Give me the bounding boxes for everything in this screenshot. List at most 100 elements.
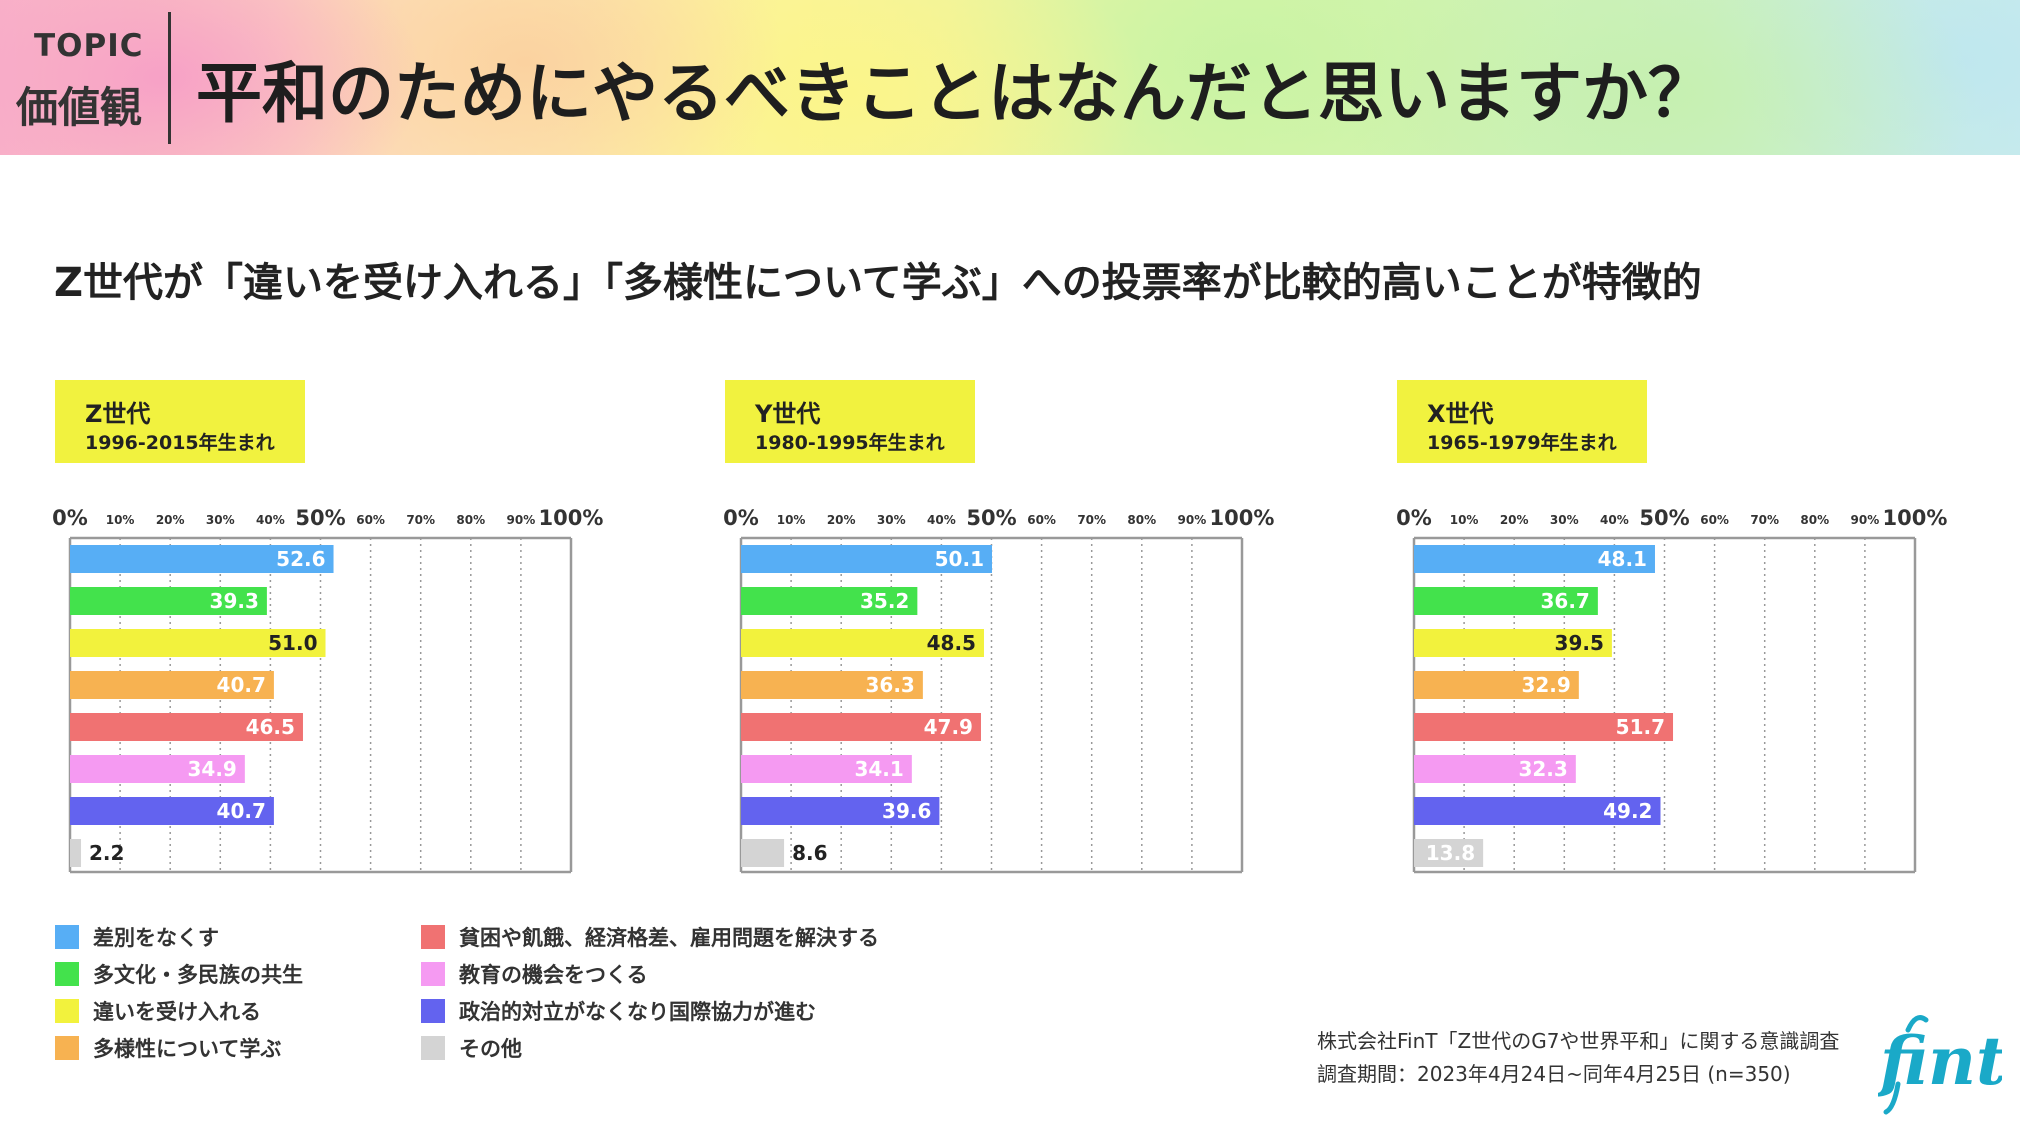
x-tick-label: 40% [1600, 513, 1629, 527]
legend-item: 差別をなくす [55, 922, 219, 952]
x-tick-label: 0% [723, 506, 759, 530]
x-tick-label: 40% [927, 513, 956, 527]
x-tick-label: 90% [1178, 513, 1207, 527]
x-tick-label: 10% [106, 513, 135, 527]
data-label: 32.3 [1518, 757, 1567, 781]
x-tick-label: 30% [877, 513, 906, 527]
x-tick-label: 70% [1077, 513, 1106, 527]
data-label: 46.5 [246, 715, 295, 739]
data-label: 13.8 [1426, 841, 1475, 865]
legend-swatch [55, 962, 79, 986]
x-tick-label: 100% [539, 506, 604, 530]
legend-swatch [55, 999, 79, 1023]
bar [70, 629, 326, 657]
page-title: 平和のためにやるべきことはなんだと思いますか？ [196, 55, 1714, 132]
data-label: 47.9 [924, 715, 973, 739]
x-tick-label: 80% [1800, 513, 1829, 527]
x-tick-label: 40% [256, 513, 285, 527]
data-label: 8.6 [792, 841, 827, 865]
legend-label: 差別をなくす [93, 926, 219, 950]
x-tick-label: 20% [156, 513, 185, 527]
legend-item: その他 [421, 1033, 522, 1063]
topic-label: TOPIC [34, 28, 144, 64]
legend-label: 多様性について学ぶ [93, 1037, 282, 1061]
x-tick-label: 10% [1450, 513, 1479, 527]
generation-name: X世代 [1427, 400, 1494, 428]
generation-name: Z世代 [85, 400, 151, 428]
x-tick-label: 70% [406, 513, 435, 527]
bar [70, 797, 274, 825]
bar [741, 545, 993, 573]
generation-birth-range: 1965-1979年生まれ [1427, 432, 1617, 454]
data-label: 34.1 [854, 757, 903, 781]
bar [741, 713, 981, 741]
bar [741, 587, 918, 615]
x-tick-label: 90% [507, 513, 536, 527]
legend-item: 政治的対立がなくなり国際協力が進む [421, 996, 816, 1026]
legend-item: 多様性について学ぶ [55, 1033, 281, 1063]
legend-swatch [421, 999, 445, 1023]
data-label: 51.7 [1616, 715, 1665, 739]
bar [70, 671, 274, 699]
legend-swatch [55, 1036, 79, 1060]
generation-birth-range: 1996-2015年生まれ [85, 432, 275, 454]
bar [1414, 755, 1576, 783]
bar [70, 545, 334, 573]
data-label: 39.6 [882, 799, 931, 823]
bar [1414, 587, 1598, 615]
x-tick-label: 10% [777, 513, 806, 527]
legend-label: その他 [459, 1037, 522, 1061]
legend-swatch [421, 962, 445, 986]
x-tick-label: 60% [356, 513, 385, 527]
chart-group-1: 0% 10% 20% 30% 40% 50% 60% 70% 80% 90% 100% 50.1 35.… [723, 506, 1275, 874]
x-tick-label: 20% [827, 513, 856, 527]
bar [741, 755, 912, 783]
data-label: 49.2 [1603, 799, 1652, 823]
x-tick-label: 50% [1639, 506, 1689, 530]
x-tick-label: 90% [1851, 513, 1880, 527]
legend-label: 貧困や飢餓、経済格差、雇用問題を解決する [459, 926, 879, 950]
x-tick-label: 30% [206, 513, 235, 527]
legend-swatch [421, 1036, 445, 1060]
legend-item: 多文化・多民族の共生 [55, 959, 303, 989]
source-credit: 株式会社FinT「Z世代のG7や世界平和」に関する意識調査 [1317, 1029, 1840, 1053]
legend-item: 教育の機会をつくる [421, 959, 648, 989]
x-tick-label: 60% [1027, 513, 1056, 527]
data-label: 35.2 [860, 589, 909, 613]
x-tick-label: 0% [1396, 506, 1432, 530]
data-label: 36.7 [1541, 589, 1590, 613]
data-label: 39.3 [210, 589, 259, 613]
fint-logo-icon: fint [1878, 1015, 2002, 1115]
legend-swatch [421, 925, 445, 949]
bar [741, 797, 940, 825]
bar [70, 755, 245, 783]
topic-name: 価値観 [16, 83, 143, 132]
x-tick-label: 100% [1210, 506, 1275, 530]
data-label: 52.6 [276, 547, 325, 571]
legend-label: 多文化・多民族の共生 [93, 963, 303, 987]
bar [70, 587, 267, 615]
x-tick-label: 50% [295, 506, 345, 530]
bar [1414, 797, 1661, 825]
x-tick-label: 50% [966, 506, 1016, 530]
generation-box-y: Y世代 1980-1995年生まれ [725, 380, 975, 463]
bar [70, 713, 303, 741]
chart-group-2: 0% 10% 20% 30% 40% 50% 60% 70% 80% 90% 100% 48.1 36.… [1396, 506, 1948, 874]
data-label: 36.3 [866, 673, 915, 697]
chart-subtitle: Z世代が「違いを受け入れる」「多様性について学ぶ」への投票率が比較的高いことが特… [54, 260, 1702, 306]
data-label: 51.0 [268, 631, 317, 655]
legend-label: 違いを受け入れる [93, 1000, 261, 1024]
generation-birth-range: 1980-1995年生まれ [755, 432, 945, 454]
generation-name: Y世代 [755, 400, 821, 428]
x-tick-label: 100% [1883, 506, 1948, 530]
bar [70, 839, 82, 867]
bar [741, 839, 785, 867]
legend-item: 違いを受け入れる [55, 996, 261, 1026]
header-divider [168, 12, 171, 144]
x-tick-label: 80% [1127, 513, 1156, 527]
chart-group-0: 0% 10% 20% 30% 40% 50% 60% 70% 80% 90% 100% 52.6 39.… [52, 506, 604, 874]
x-tick-label: 70% [1750, 513, 1779, 527]
legend-swatch [55, 925, 79, 949]
data-label: 34.9 [187, 757, 236, 781]
